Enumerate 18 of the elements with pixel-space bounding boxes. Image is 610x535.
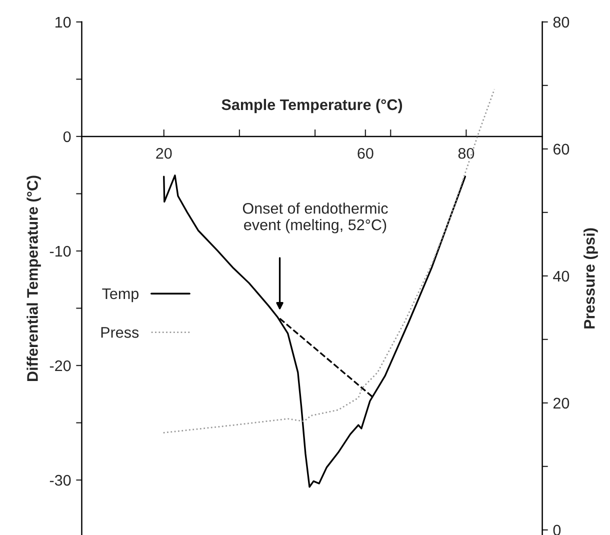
y2-axis-title: Pressure (psi) xyxy=(584,228,598,328)
y-tick-label: -30 xyxy=(50,474,71,486)
x-tick-label: 60 xyxy=(358,148,374,159)
y-axis-title: Differential Temperature (°C) xyxy=(26,176,41,381)
x-tick-label: 20 xyxy=(156,148,172,159)
legend-label: Temp xyxy=(102,288,139,302)
y-tick-label: -10 xyxy=(50,246,71,257)
y-tick-label: 10 xyxy=(55,16,71,28)
legend-label: Press xyxy=(101,327,139,338)
y2-tick-label: 40 xyxy=(553,270,570,282)
y2-tick-label: 80 xyxy=(553,16,570,28)
y-tick-label: 0 xyxy=(63,131,71,142)
x-tick-label: 80 xyxy=(458,148,474,159)
line-series xyxy=(163,174,466,488)
y2-tick-label: 20 xyxy=(553,398,570,409)
y-tick-label: -20 xyxy=(50,360,71,372)
x-axis-title: Sample Temperature (°C) xyxy=(222,98,402,114)
annotation: Onset of endothermic event (melting, 52°C) xyxy=(242,202,388,234)
